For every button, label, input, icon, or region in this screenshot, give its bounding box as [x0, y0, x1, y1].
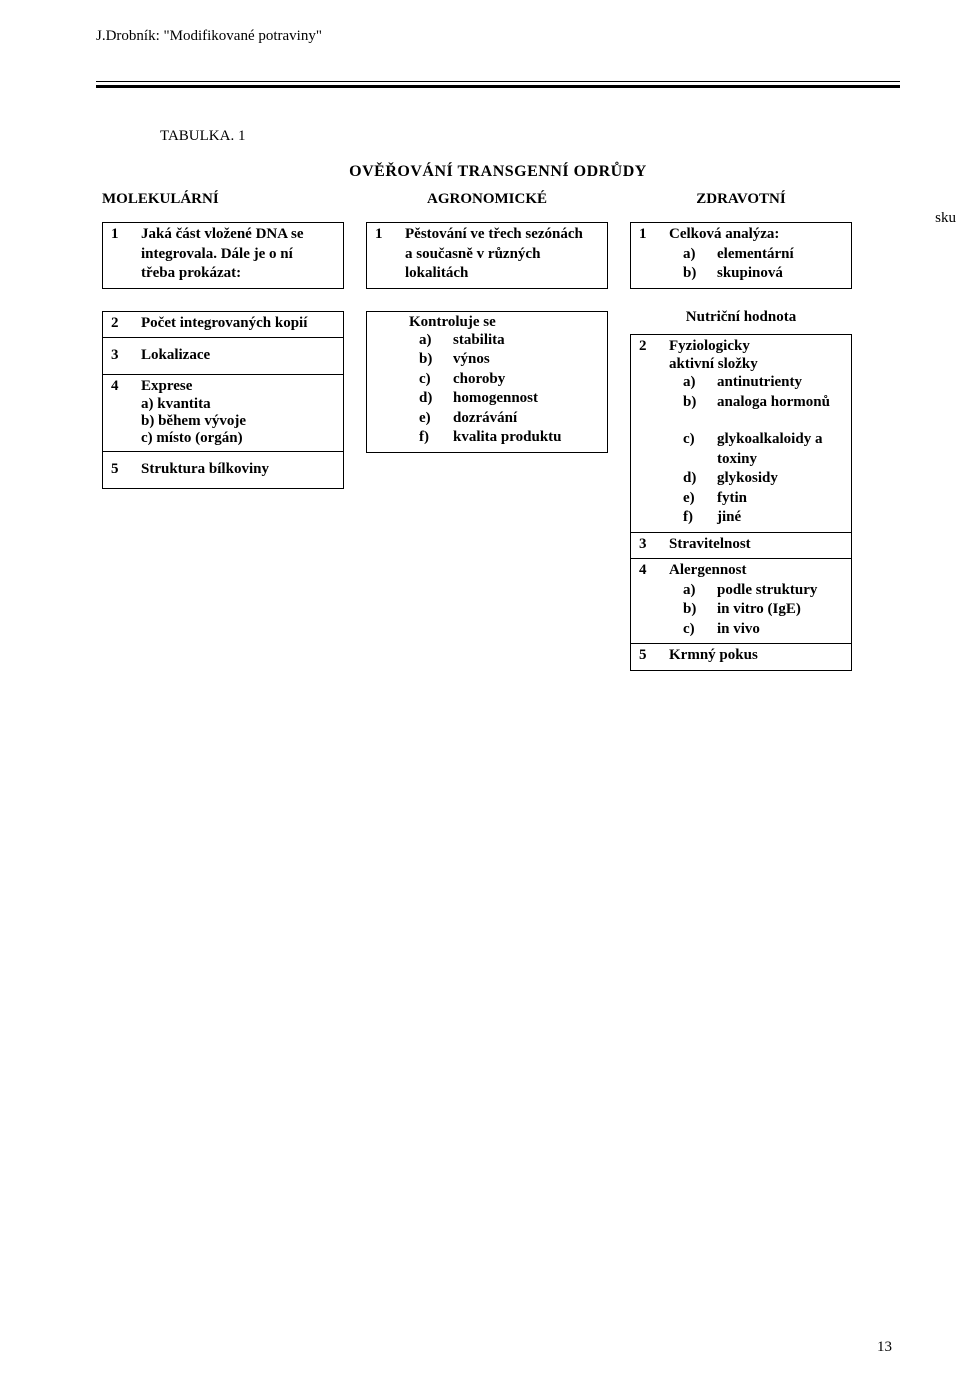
header-molekularni: MOLEKULÁRNÍ	[102, 191, 344, 208]
num: 3	[111, 346, 129, 366]
header-agronomicke: AGRONOMICKÉ	[366, 191, 608, 208]
text: elementární	[717, 245, 794, 265]
lett: c)	[683, 430, 703, 469]
text: dozrávání	[453, 409, 517, 429]
text: glykoalkaloidy a toxiny	[717, 430, 843, 469]
line: třeba prokázat:	[141, 265, 241, 281]
num: 1	[111, 225, 129, 284]
text: Pěstování ve třech sezónách a současně v…	[405, 225, 599, 284]
text: skupinová	[717, 264, 783, 284]
box-a2: 2 Počet integrovaných kopií	[102, 311, 344, 339]
box-a3: 3 Lokalizace	[102, 338, 344, 375]
box-c4: 4 Alergennost a) podle struktury b) in vitr…	[630, 559, 852, 644]
text: podle struktury	[717, 581, 817, 601]
text: choroby	[453, 370, 505, 390]
lett: d)	[683, 469, 703, 489]
text: Celková analýza:	[669, 225, 843, 245]
lett: a)	[683, 581, 703, 601]
page-number: 13	[877, 1339, 892, 1356]
line: Jaká část vložené DNA se	[141, 226, 303, 242]
subline: b) během vývoje	[111, 413, 335, 430]
column-headers: MOLEKULÁRNÍ AGRONOMICKÉ ZDRAVOTNÍ	[96, 191, 900, 214]
lett: f)	[683, 508, 703, 528]
box-c3: 3 Stravitelnost	[630, 533, 852, 560]
clipped-text-sku: sku	[935, 210, 956, 227]
table-title: OVĚŘOVÁNÍ TRANSGENNÍ ODRŮDY	[96, 163, 900, 181]
box-c1: 1 Celková analýza: a) elementární b) skupi…	[630, 222, 852, 289]
num: 4	[111, 377, 129, 397]
text: výnos	[453, 350, 490, 370]
lett: b)	[683, 264, 703, 284]
text: in vivo	[717, 620, 760, 640]
title-firstcap: O	[349, 163, 362, 180]
lett: c)	[419, 370, 439, 390]
title-rest: VĚŘOVÁNÍ TRANSGENNÍ ODRŮDY	[362, 163, 647, 180]
num: 4	[639, 561, 657, 581]
heading: Kontroluje se	[375, 314, 599, 331]
lett: a)	[683, 245, 703, 265]
subline: a) kvantita	[111, 396, 335, 413]
lett: b)	[683, 393, 703, 413]
lett: e)	[683, 489, 703, 509]
header-zdravotni: ZDRAVOTNÍ	[630, 191, 852, 208]
box-c2: 2 Fyziologicky aktivní složky a) antinutri…	[630, 334, 852, 533]
rule-thin	[96, 81, 900, 82]
table-label: TABULKA. 1	[160, 128, 900, 145]
num: 1	[639, 225, 657, 245]
lett: c)	[683, 620, 703, 640]
box-b2: Kontroluje se a) stabilita b) výnos c) chor…	[366, 311, 608, 453]
box-a4: 4 Exprese a) kvantita b) během vývoje c) …	[102, 375, 344, 453]
text: Fyziologicky	[669, 337, 843, 357]
text: Struktura bílkoviny	[141, 460, 335, 480]
lett: a)	[419, 331, 439, 351]
text: Jaká část vložené DNA se integrovala. Dá…	[141, 225, 335, 284]
text: glykosidy	[717, 469, 778, 489]
line: Pěstování ve třech sezónách	[405, 226, 583, 242]
lett: f)	[419, 428, 439, 448]
lett: d)	[419, 389, 439, 409]
lett: e)	[419, 409, 439, 429]
text: Stravitelnost	[669, 535, 843, 555]
lett: a)	[683, 373, 703, 393]
num: 5	[639, 646, 657, 666]
line: lokalitách	[405, 265, 468, 281]
text: fytin	[717, 489, 747, 509]
lett: b)	[419, 350, 439, 370]
box-b1: 1 Pěstování ve třech sezónách a současně…	[366, 222, 608, 289]
row-block-2: 2 Počet integrovaných kopií 3 Lokalizace 4…	[96, 311, 900, 671]
num: 1	[375, 225, 393, 284]
line: a současně v různých	[405, 246, 540, 262]
box-c5: 5 Krmný pokus	[630, 644, 852, 671]
num: 2	[111, 314, 129, 334]
lett: b)	[683, 600, 703, 620]
text: jiné	[717, 508, 741, 528]
num: 2	[639, 337, 657, 357]
text: homogennost	[453, 389, 538, 409]
text: in vitro (IgE)	[717, 600, 801, 620]
text: analoga hormonů	[717, 393, 830, 413]
text: Lokalizace	[141, 346, 335, 366]
nutricni-hodnota-label: Nutriční hodnota	[630, 309, 852, 326]
text: kvalita produktu	[453, 428, 562, 448]
row-block-1: 1 Jaká část vložené DNA se integrovala. …	[96, 222, 900, 289]
text: Počet integrovaných kopií	[141, 314, 335, 334]
text: Alergennost	[669, 561, 843, 581]
running-head: J.Drobník: "Modifikované potraviny"	[96, 28, 900, 45]
rule-thick	[96, 85, 900, 88]
subline: c) místo (orgán)	[111, 430, 335, 447]
box-a1: 1 Jaká část vložené DNA se integrovala. …	[102, 222, 344, 289]
text: aktivní složky	[639, 356, 843, 373]
text: stabilita	[453, 331, 505, 351]
box-a5: 5 Struktura bílkoviny	[102, 452, 344, 489]
text: Krmný pokus	[669, 646, 843, 666]
text: antinutrienty	[717, 373, 802, 393]
num: 5	[111, 460, 129, 480]
num: 3	[639, 535, 657, 555]
text: Exprese	[141, 377, 335, 397]
line: integrovala. Dále je o ní	[141, 246, 293, 262]
